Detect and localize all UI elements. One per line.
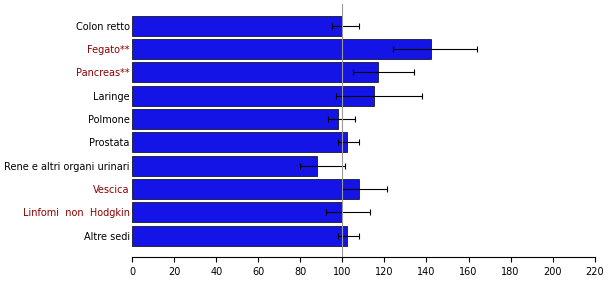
Bar xyxy=(133,202,342,222)
Bar xyxy=(133,226,347,246)
Bar xyxy=(133,132,347,152)
Bar xyxy=(133,156,317,176)
Bar xyxy=(133,39,430,59)
Bar xyxy=(133,109,338,129)
Bar xyxy=(133,16,342,35)
Bar xyxy=(133,62,378,82)
Bar xyxy=(133,86,374,106)
Bar xyxy=(133,179,359,199)
